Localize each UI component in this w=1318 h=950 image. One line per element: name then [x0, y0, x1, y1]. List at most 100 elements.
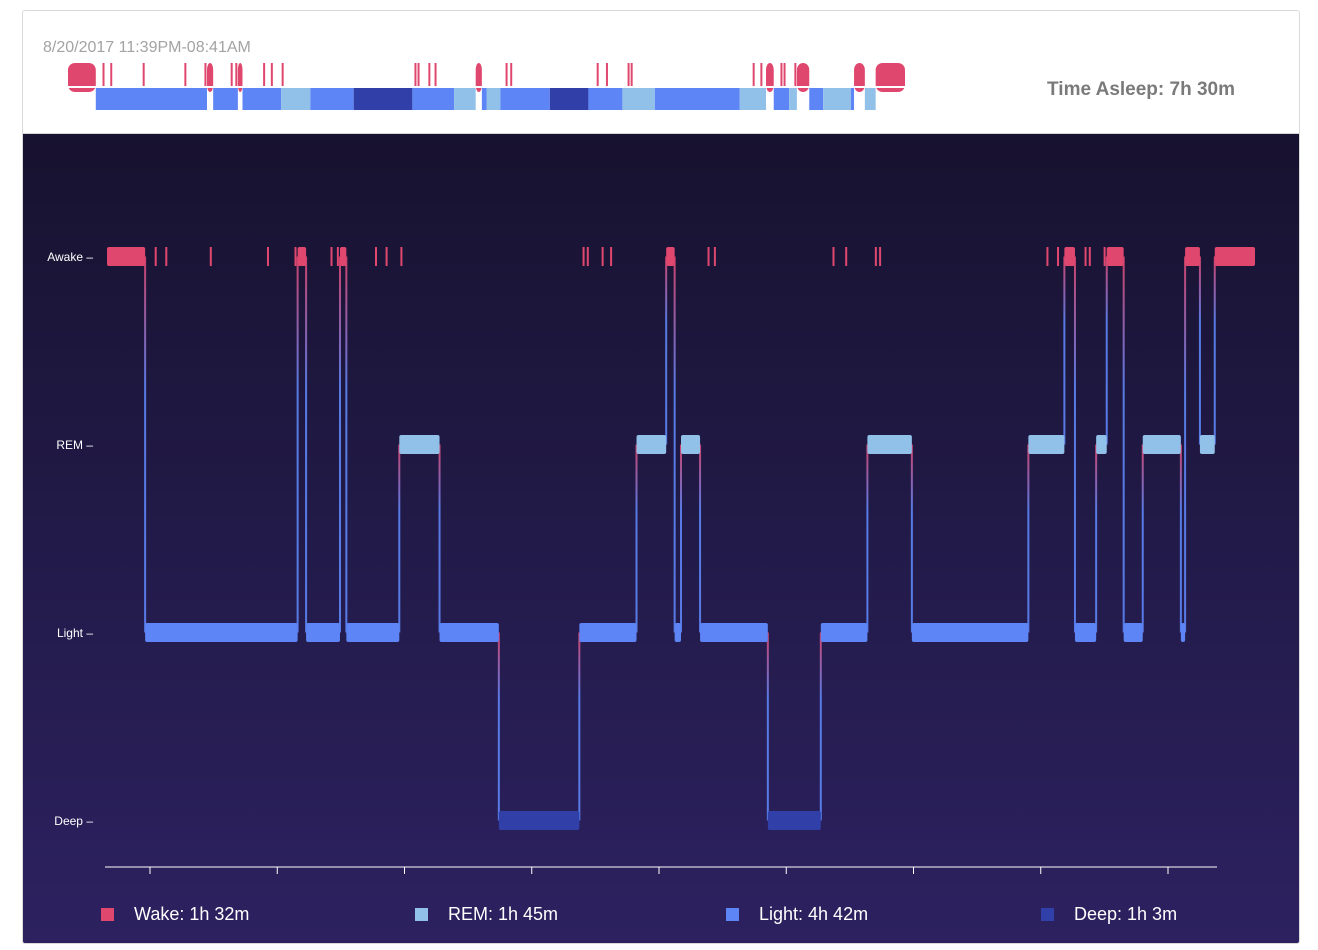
- transition-connector: [1198, 256, 1201, 445]
- bar-wake: [666, 247, 675, 266]
- bar-rem: [867, 435, 912, 454]
- mini-wake-mark: [794, 63, 797, 86]
- bar-light: [145, 623, 298, 642]
- mini-bar-rem: [789, 86, 797, 110]
- wake-mark: [832, 247, 835, 266]
- wake-mark: [586, 247, 589, 266]
- bar-light: [1123, 623, 1143, 642]
- mini-bar-light: [481, 86, 487, 110]
- transition-connector: [866, 444, 869, 633]
- transition-connector: [1027, 444, 1030, 633]
- legend-item-rem: REM: 1h 45m: [415, 904, 558, 925]
- transition-connector: [398, 444, 401, 633]
- mini-bar-rem: [622, 86, 655, 110]
- transition-connector: [1063, 256, 1066, 445]
- wake-mark: [1046, 247, 1049, 266]
- transition-connector: [1073, 256, 1076, 633]
- deep-swatch: [1041, 908, 1054, 921]
- bar-rem: [1096, 435, 1107, 454]
- mini-divider: [66, 86, 907, 88]
- transition-connector: [578, 632, 581, 821]
- transition-connector: [438, 444, 441, 633]
- wake-mark: [209, 247, 212, 266]
- wake-mark: [1088, 247, 1091, 266]
- transition-connector: [1213, 256, 1216, 445]
- bar-light: [911, 623, 1029, 642]
- transition-connector: [665, 256, 668, 445]
- bar-wake: [107, 247, 146, 266]
- mini-wake-mark: [428, 63, 431, 86]
- mini-wake-mark: [505, 63, 508, 86]
- mini-wake-block: [206, 63, 214, 92]
- hypnogram-panel: Awake – REM – Light – Deep – Wake: 1h 32m R…: [23, 134, 1299, 943]
- legend-item-light: Light: 4h 42m: [726, 904, 868, 925]
- mini-bar-light: [654, 86, 740, 110]
- mini-wake-mark: [510, 63, 513, 86]
- transition-connector: [1105, 256, 1108, 445]
- mini-bar-light: [95, 86, 207, 110]
- mini-bar-deep: [549, 86, 589, 110]
- bar-light: [1074, 623, 1097, 642]
- mini-bar-light: [773, 86, 790, 110]
- bar-light: [820, 623, 868, 642]
- y-label-deep: Deep –: [54, 814, 93, 828]
- bar-rem: [1199, 435, 1215, 454]
- mini-wake-mark: [627, 63, 630, 86]
- mini-bar-rem: [486, 86, 501, 110]
- mini-wake-mark: [596, 63, 599, 86]
- transition-connector: [910, 444, 913, 633]
- mini-wake-mark: [110, 63, 113, 86]
- legend-label-wake: Wake: 1h 32m: [134, 904, 250, 924]
- mini-wake-mark: [780, 63, 783, 86]
- mini-wake-mark: [434, 63, 437, 86]
- mini-wake-mark: [630, 63, 633, 86]
- wake-mark: [707, 247, 710, 266]
- bar-deep: [767, 811, 821, 830]
- mini-wake-block: [766, 63, 774, 92]
- wake-mark: [266, 247, 269, 266]
- y-label-light: Light –: [57, 626, 93, 640]
- transition-connector: [1179, 444, 1182, 633]
- mini-wake-block: [68, 63, 96, 92]
- bar-wake: [1214, 247, 1255, 266]
- mini-bar-light: [809, 86, 824, 110]
- sleep-card: 8/20/2017 11:39PM-08:41AM Time Asleep: 7…: [22, 10, 1300, 944]
- light-swatch: [726, 908, 739, 921]
- mini-bar-light: [412, 86, 455, 110]
- wake-mark: [1103, 247, 1106, 266]
- mini-wake-block: [796, 63, 810, 92]
- mini-wake-mark: [142, 63, 145, 86]
- bar-rem: [681, 435, 701, 454]
- transition-connector: [296, 256, 299, 633]
- mini-bar-light: [500, 86, 550, 110]
- date-range: 8/20/2017 11:39PM-08:41AM: [43, 39, 251, 56]
- mini-wake-mark: [783, 63, 786, 86]
- transition-connector: [1122, 256, 1125, 633]
- wake-mark: [165, 247, 168, 266]
- wake-mark: [601, 247, 604, 266]
- mini-bar-deep: [353, 86, 413, 110]
- mini-bar-rem: [739, 86, 767, 110]
- mini-wake-mark: [270, 63, 273, 86]
- bar-light: [346, 623, 400, 642]
- wake-mark: [374, 247, 377, 266]
- mini-wake-mark: [281, 63, 284, 86]
- wake-mark: [336, 247, 339, 266]
- mini-bar-rem: [823, 86, 851, 110]
- mini-wake-mark: [230, 63, 233, 86]
- bar-rem: [1028, 435, 1065, 454]
- mini-bar-light: [850, 86, 855, 110]
- transition-connector: [1141, 444, 1144, 633]
- bar-rem: [1142, 435, 1181, 454]
- wake-mark: [1084, 247, 1087, 266]
- transition-connector: [699, 444, 702, 633]
- mini-wake-mark: [414, 63, 417, 86]
- mini-bar-rem: [864, 86, 876, 110]
- bar-light: [439, 623, 499, 642]
- legend-item-wake: Wake: 1h 32m: [101, 904, 249, 925]
- mini-wake-mark: [760, 63, 763, 86]
- transition-connector: [1184, 256, 1187, 633]
- transition-connector: [766, 632, 769, 821]
- time-asleep: Time Asleep: 7h 30m: [1047, 79, 1235, 100]
- transition-connector: [305, 256, 308, 633]
